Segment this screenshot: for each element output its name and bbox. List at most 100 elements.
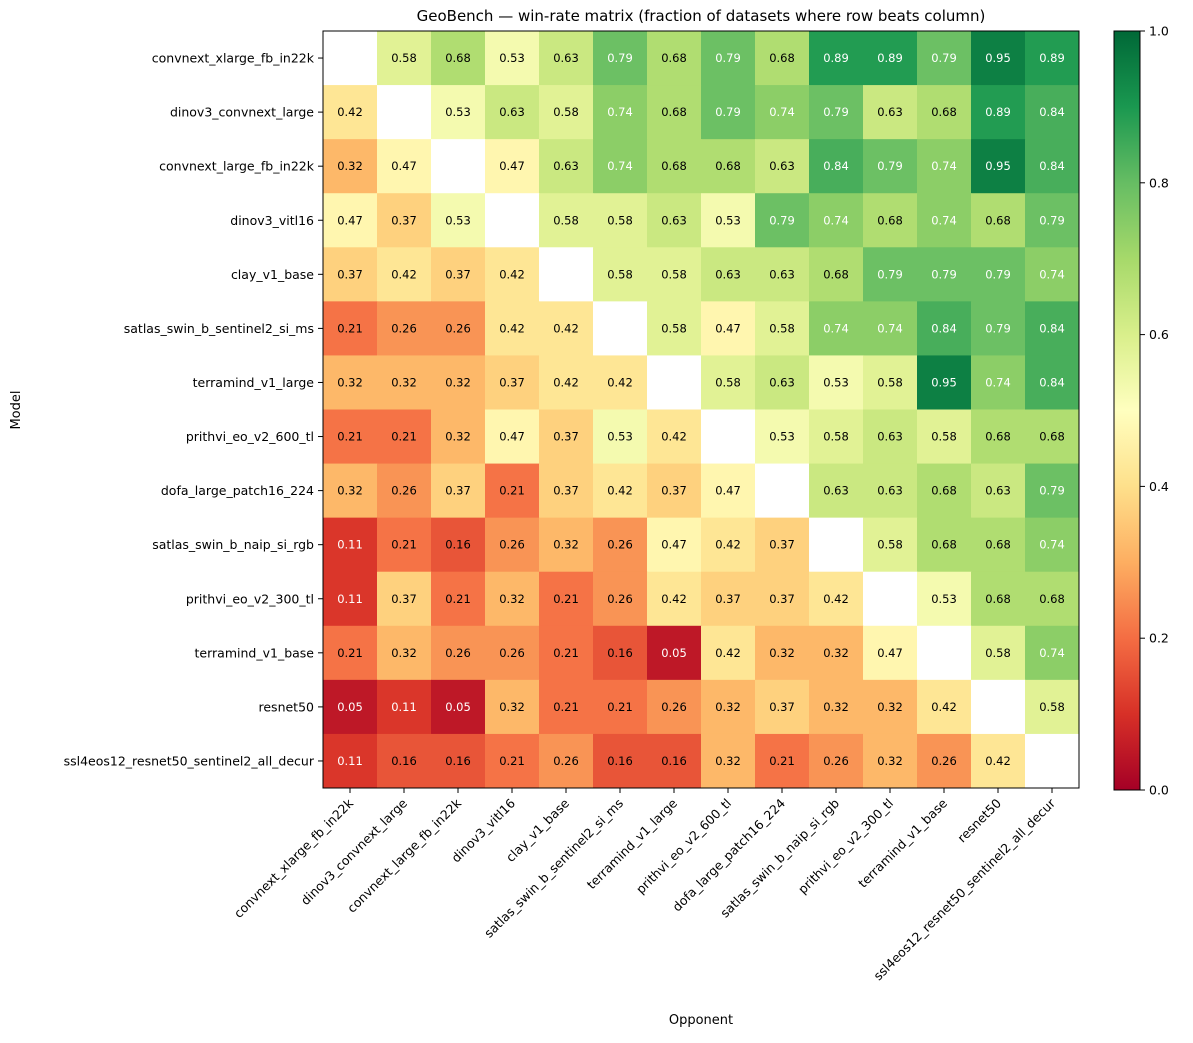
heatmap-cell [323, 571, 378, 627]
cell-value-label: 0.37 [661, 484, 687, 498]
heatmap-cell [971, 301, 1026, 356]
cell-value-label: 0.74 [823, 321, 849, 335]
heatmap-cell [1025, 679, 1080, 735]
heatmap-cell [971, 247, 1026, 302]
heatmap-cell [593, 409, 648, 465]
cell-value-label: 0.21 [553, 700, 579, 714]
x-tick-label: dinov3_convnext_large [298, 795, 411, 908]
cell-value-label: 0.05 [661, 646, 687, 660]
heatmap-cell [809, 625, 864, 681]
cell-value-label: 0.79 [985, 267, 1011, 281]
heatmap-cell [647, 409, 702, 465]
cell-value-label: 0.68 [931, 538, 957, 552]
cell-value-label: 0.21 [769, 754, 795, 768]
y-tick-label: dinov3_vitl16 [230, 213, 314, 228]
cell-value-label: 0.68 [661, 105, 687, 119]
heatmap-cell [809, 85, 864, 140]
cell-value-label: 0.42 [553, 375, 579, 389]
cell-value-label: 0.42 [499, 267, 525, 281]
cell-value-label: 0.32 [445, 375, 471, 389]
cell-value-label: 0.21 [553, 646, 579, 660]
cell-value-label: 0.47 [391, 159, 417, 173]
x-tick-label: terramind_v1_large [584, 795, 681, 892]
cell-value-label: 0.11 [337, 538, 363, 552]
heatmap-cell [377, 301, 432, 356]
heatmap-cell [755, 31, 810, 86]
heatmap-cell [1025, 409, 1080, 465]
cell-value-label: 0.79 [877, 159, 903, 173]
heatmap-cell [431, 31, 486, 86]
plot-frame [322, 30, 1080, 789]
cell-value-label: 0.95 [985, 159, 1011, 173]
y-tick-label: ssl4eos12_resnet50_sentinel2_all_decur [64, 753, 315, 768]
cell-value-label: 0.58 [607, 267, 633, 281]
heatmap-cell [485, 85, 540, 140]
cell-value-label: 0.47 [661, 538, 687, 552]
heatmap-cell [431, 517, 486, 573]
cell-value-label: 0.21 [445, 592, 471, 606]
cell-value-label: 0.32 [553, 538, 579, 552]
heatmap-cell [431, 733, 486, 789]
cell-value-label: 0.11 [337, 592, 363, 606]
cell-value-label: 0.26 [391, 484, 417, 498]
cell-value-label: 0.42 [553, 321, 579, 335]
cell-value-label: 0.68 [769, 51, 795, 65]
heatmap-cell [701, 355, 756, 410]
heatmap-cell [971, 85, 1026, 140]
heatmap-cell [971, 31, 1026, 86]
heatmap-cell [593, 193, 648, 248]
heatmap-cell [431, 463, 486, 519]
cell-value-label: 0.68 [661, 159, 687, 173]
heatmap-cell [917, 517, 972, 573]
heatmap-cell [971, 409, 1026, 465]
heatmap-cell [863, 31, 918, 86]
cell-value-label: 0.21 [499, 484, 525, 498]
cell-value-label: 0.68 [985, 538, 1011, 552]
colorbar-gradient [1113, 30, 1141, 791]
cell-value-label: 0.47 [499, 430, 525, 444]
heatmap-cell [1025, 139, 1080, 194]
cell-value-label: 0.26 [823, 754, 849, 768]
heatmap-cell [917, 301, 972, 356]
heatmap-cell [971, 463, 1026, 519]
cell-value-label: 0.63 [823, 484, 849, 498]
cell-value-label: 0.63 [769, 267, 795, 281]
cell-value-label: 0.21 [337, 321, 363, 335]
y-tick-label: satlas_swin_b_naip_si_rgb [152, 537, 314, 552]
heatmap-cell [323, 139, 378, 194]
heatmap-cell [647, 679, 702, 735]
heatmap-cell [323, 679, 378, 735]
heatmap-cell [809, 247, 864, 302]
cell-value-label: 0.79 [1039, 484, 1065, 498]
heatmap-cell-empty [701, 409, 756, 465]
heatmap-cell [539, 517, 594, 573]
cell-value-label: 0.42 [985, 754, 1011, 768]
heatmap-cell [755, 247, 810, 302]
heatmap-cell [917, 247, 972, 302]
heatmap-cell [647, 733, 702, 789]
cell-value-label: 0.84 [823, 159, 849, 173]
x-tick-label: prithvi_eo_v2_600_tl [633, 796, 734, 897]
cell-value-label: 0.05 [337, 700, 363, 714]
heatmap-cell [863, 193, 918, 248]
heatmap-cell [377, 409, 432, 465]
cell-value-label: 0.79 [931, 267, 957, 281]
cell-value-labels: 0.58 0.68 0.53 0.63 0.79 0.68 0.79 0.68 0.89 0.89… [337, 51, 1065, 768]
y-tick-label: resnet50 [259, 699, 315, 714]
heatmap-cell [539, 301, 594, 356]
cell-value-label: 0.84 [1039, 321, 1065, 335]
cell-value-label: 0.21 [499, 754, 525, 768]
cell-value-label: 0.68 [985, 592, 1011, 606]
heatmap-cell [539, 355, 594, 410]
heatmap-cell [917, 193, 972, 248]
chart-title: GeoBench — win-rate matrix (fraction of … [417, 7, 986, 25]
heatmap-cell [809, 463, 864, 519]
heatmap-cell [539, 409, 594, 465]
heatmap-cell [431, 193, 486, 248]
heatmap-cell [755, 625, 810, 681]
cell-value-label: 0.63 [769, 159, 795, 173]
cell-value-label: 0.58 [823, 430, 849, 444]
heatmap-cell [593, 517, 648, 573]
heatmap-cell-empty [809, 517, 864, 573]
cell-value-label: 0.58 [661, 321, 687, 335]
